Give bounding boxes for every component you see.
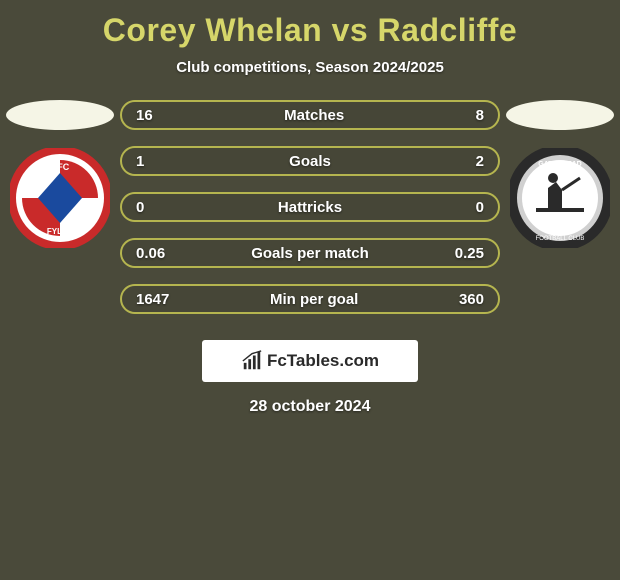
stat-left-value: 1647 — [136, 291, 169, 308]
right-player-oval — [506, 100, 614, 130]
stat-left-value: 0.06 — [136, 245, 165, 262]
stat-left-value: 16 — [136, 107, 153, 124]
stat-right-value: 2 — [476, 153, 484, 170]
right-player-column: GATESHEAD FOOTBALL CLUB — [500, 100, 620, 248]
chart-icon — [241, 350, 263, 372]
stat-row-min-per-goal: 1647 Min per goal 360 — [120, 284, 500, 314]
stat-left-value: 0 — [136, 199, 144, 216]
stat-right-value: 8 — [476, 107, 484, 124]
page-title: Corey Whelan vs Radcliffe — [0, 0, 620, 49]
svg-text:GATESHEAD: GATESHEAD — [538, 161, 581, 168]
date-text: 28 october 2024 — [0, 398, 620, 416]
stat-row-hattricks: 0 Hattricks 0 — [120, 192, 500, 222]
stat-right-value: 0.25 — [455, 245, 484, 262]
stat-label: Goals — [289, 153, 331, 170]
right-team-crest: GATESHEAD FOOTBALL CLUB — [510, 148, 610, 248]
left-player-column: AFC FYLDE — [0, 100, 120, 248]
stats-list: 16 Matches 8 1 Goals 2 0 Hattricks 0 0.0… — [120, 100, 500, 314]
branding-text: FcTables.com — [267, 351, 379, 371]
stat-row-matches: 16 Matches 8 — [120, 100, 500, 130]
left-team-crest: AFC FYLDE — [10, 148, 110, 248]
left-player-oval — [6, 100, 114, 130]
stat-row-goals-per-match: 0.06 Goals per match 0.25 — [120, 238, 500, 268]
comparison-content: AFC FYLDE GATESHEAD FOOTBALL CLUB 16 Mat… — [0, 100, 620, 416]
stat-right-value: 0 — [476, 199, 484, 216]
svg-text:FYLDE: FYLDE — [47, 227, 74, 236]
svg-text:FOOTBALL CLUB: FOOTBALL CLUB — [536, 236, 585, 242]
page-subtitle: Club competitions, Season 2024/2025 — [0, 59, 620, 76]
stat-label: Hattricks — [278, 199, 342, 216]
svg-text:AFC: AFC — [51, 162, 70, 172]
stat-label: Min per goal — [270, 291, 358, 308]
stat-label: Matches — [284, 107, 344, 124]
stat-label: Goals per match — [251, 245, 369, 262]
branding-badge: FcTables.com — [202, 340, 418, 382]
stat-row-goals: 1 Goals 2 — [120, 146, 500, 176]
stat-right-value: 360 — [459, 291, 484, 308]
stat-left-value: 1 — [136, 153, 144, 170]
